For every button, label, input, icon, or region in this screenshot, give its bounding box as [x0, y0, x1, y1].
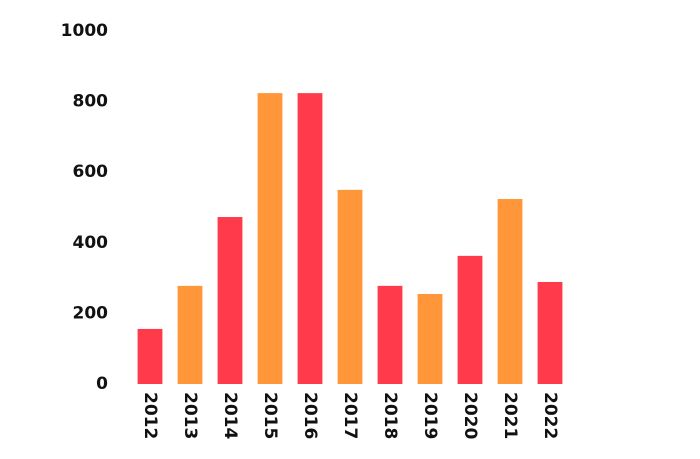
x-tick-label: 2017	[340, 392, 360, 439]
x-tick-label: 2018	[380, 392, 400, 439]
x-tick-label: 2022	[540, 392, 560, 439]
x-tick-label: 2021	[500, 392, 520, 439]
y-tick-label: 200	[73, 303, 109, 323]
x-tick-label: 2019	[420, 392, 440, 439]
bar	[137, 328, 163, 384]
bar	[537, 281, 563, 384]
bar	[497, 199, 523, 384]
y-tick-label: 0	[96, 374, 108, 394]
bar	[217, 217, 243, 384]
bar	[457, 255, 483, 384]
bar	[177, 285, 203, 384]
bar	[417, 293, 443, 384]
bar	[377, 285, 403, 384]
bar	[337, 189, 363, 384]
y-tick-label: 400	[73, 233, 109, 253]
x-tick-label: 2016	[300, 392, 320, 439]
bar	[257, 93, 283, 385]
x-tick-label: 2015	[260, 392, 280, 439]
x-tick-label: 2014	[220, 392, 240, 439]
y-tick-label: 800	[73, 92, 109, 112]
y-tick-label: 600	[73, 162, 109, 182]
y-tick-label: 1000	[61, 21, 108, 41]
x-tick-label: 2013	[180, 392, 200, 439]
x-tick-label: 2020	[460, 392, 480, 439]
bar	[297, 93, 323, 385]
x-tick-label: 2012	[140, 392, 160, 439]
